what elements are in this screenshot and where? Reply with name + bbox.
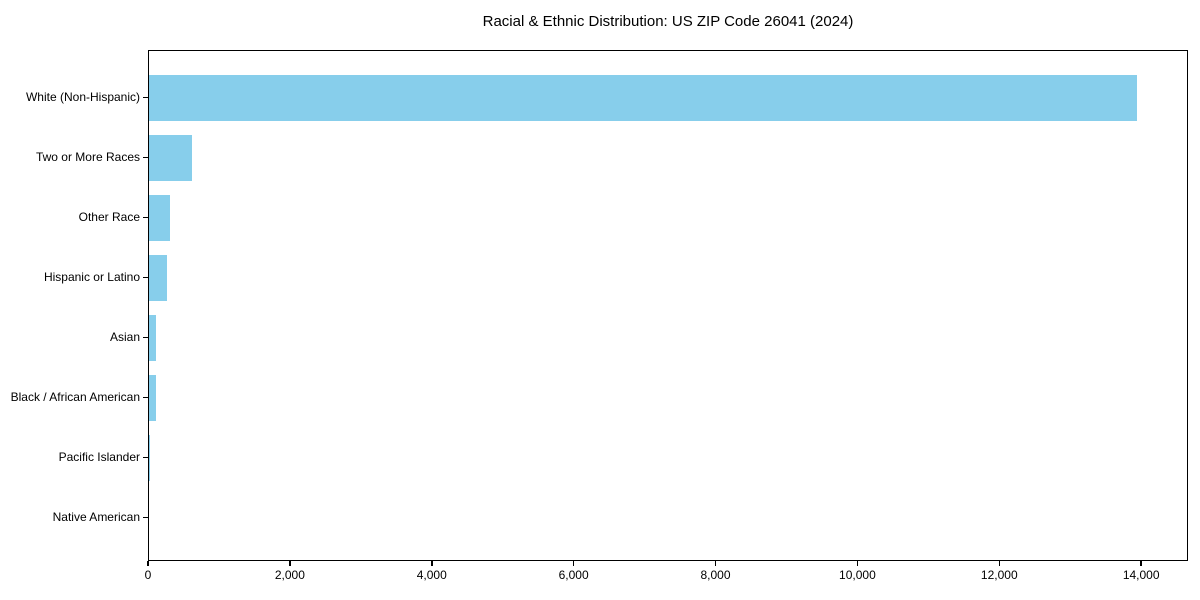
category-label: Asian (109, 330, 140, 344)
y-tick-mark (143, 456, 148, 458)
x-tick-label: 14,000 (1122, 568, 1160, 582)
x-tick-label: 2,000 (274, 568, 305, 582)
bar-pacific-islander (149, 435, 150, 481)
category-label: Native American (52, 510, 140, 524)
category-label: White (Non-Hispanic) (25, 90, 140, 104)
x-tick-mark (998, 561, 1001, 566)
y-tick-mark (143, 276, 148, 278)
bar-white-non-hispanic (149, 75, 1138, 121)
x-tick-label: 0 (144, 568, 152, 582)
x-tick-label: 8,000 (700, 568, 731, 582)
bar-two-or-more-races (149, 135, 192, 181)
x-tick-label: 4,000 (416, 568, 447, 582)
x-tick-mark (572, 561, 575, 566)
y-tick-mark (143, 96, 148, 98)
y-tick-mark (143, 516, 148, 518)
y-tick-mark (143, 396, 148, 398)
chart-title: Racial & Ethnic Distribution: US ZIP Cod… (482, 13, 854, 30)
category-label: Other Race (78, 210, 140, 224)
category-label: Pacific Islander (58, 450, 140, 464)
x-tick-mark (1140, 561, 1142, 566)
y-tick-mark (143, 156, 148, 158)
y-tick-mark (143, 216, 148, 218)
x-tick-mark (147, 561, 149, 566)
x-tick-mark (431, 561, 433, 566)
bar-black-african-american (149, 375, 157, 421)
x-tick-label: 6,000 (558, 568, 589, 582)
x-tick-mark (856, 561, 859, 566)
x-tick-label: 10,000 (839, 568, 876, 582)
x-tick-label: 12,000 (980, 568, 1018, 582)
y-tick-mark (143, 336, 148, 338)
bar-hispanic-or-latino (149, 255, 168, 301)
category-label: Black / African American (10, 390, 140, 404)
bar-other-race (149, 195, 171, 241)
category-label: Hispanic or Latino (43, 270, 140, 284)
x-tick-mark (289, 561, 291, 566)
plot-area (148, 50, 1188, 561)
bar-asian (149, 315, 156, 361)
x-tick-mark (714, 561, 717, 566)
category-label: Two or More Races (35, 150, 140, 164)
